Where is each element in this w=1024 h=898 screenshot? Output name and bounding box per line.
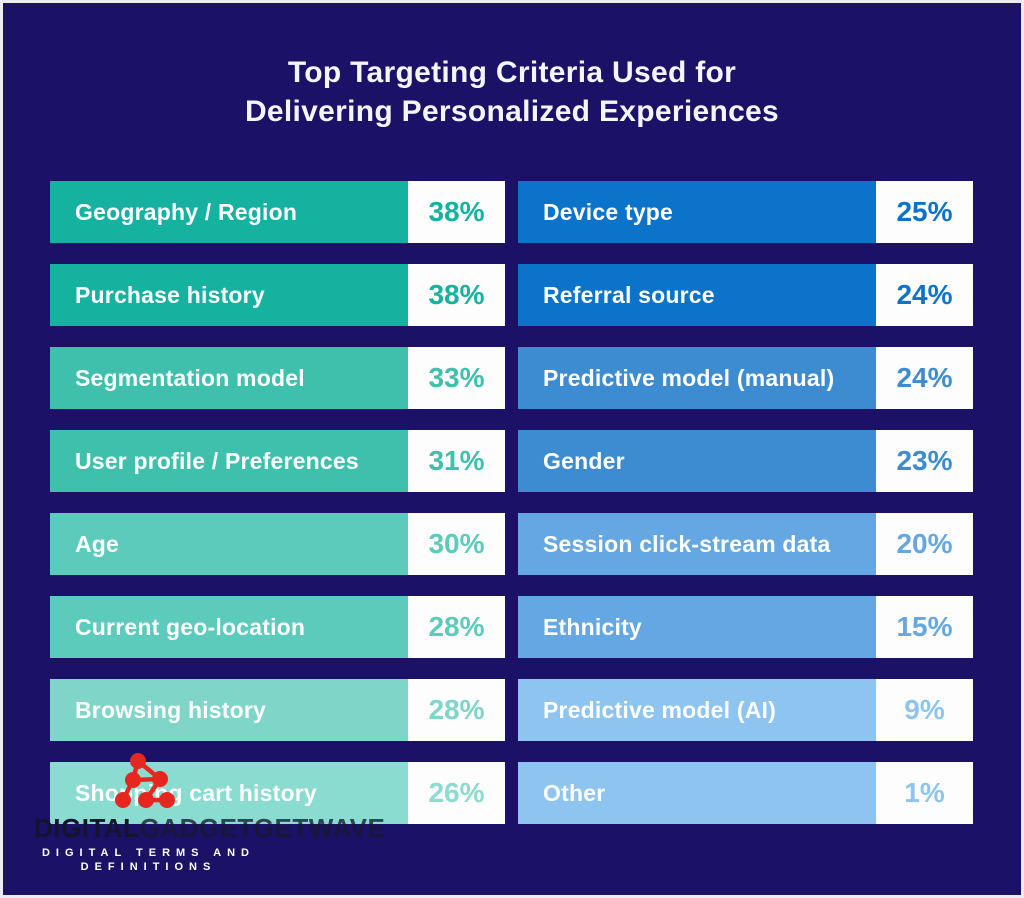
bar-row: Predictive model (manual) 24% bbox=[518, 347, 973, 409]
bar-value-box: 38% bbox=[408, 264, 505, 326]
bar-label: Segmentation model bbox=[75, 364, 305, 391]
bar-fill: Predictive model (manual) bbox=[518, 347, 876, 409]
bar-row: Device type 25% bbox=[518, 181, 973, 243]
bar-value-box: 30% bbox=[408, 513, 505, 575]
bar-label: Device type bbox=[543, 198, 674, 225]
bar-row: Shopping cart history 26% bbox=[50, 762, 505, 824]
bar-row: Age 30% bbox=[50, 513, 505, 575]
bar-value-box: 33% bbox=[408, 347, 505, 409]
bar-value: 15% bbox=[896, 611, 953, 642]
bar-value: 24% bbox=[896, 279, 953, 310]
bar-row: Gender 23% bbox=[518, 430, 973, 492]
bar-value-box: 28% bbox=[408, 679, 505, 741]
bar-row: Geography / Region 38% bbox=[50, 181, 505, 243]
bar-value-box: 9% bbox=[876, 679, 973, 741]
bar-value: 20% bbox=[896, 528, 953, 559]
bar-value: 38% bbox=[428, 196, 485, 227]
bar-label: Purchase history bbox=[75, 281, 265, 308]
bar-value-box: 38% bbox=[408, 181, 505, 243]
bar-fill: Referral source bbox=[518, 264, 876, 326]
watermark-brand-rest: GADGETGETWAVE bbox=[139, 813, 386, 843]
bar-value-box: 31% bbox=[408, 430, 505, 492]
bar-value: 28% bbox=[428, 694, 485, 725]
bar-fill: Age bbox=[50, 513, 408, 575]
bar-fill: Segmentation model bbox=[50, 347, 408, 409]
watermark-tagline-line2: DEFINITIONS bbox=[80, 861, 217, 873]
bar-value-box: 20% bbox=[876, 513, 973, 575]
bar-value: 33% bbox=[428, 362, 485, 393]
chart-title-line1: Top Targeting Criteria Used for bbox=[287, 56, 737, 89]
bar-label: Referral source bbox=[543, 281, 715, 308]
bar-value: 24% bbox=[896, 362, 953, 393]
bar-value: 26% bbox=[428, 777, 485, 808]
bar-value-box: 23% bbox=[876, 430, 973, 492]
bar-label: Other bbox=[543, 779, 606, 806]
bar-row: Session click-stream data 20% bbox=[518, 513, 973, 575]
bar-value: 38% bbox=[428, 279, 485, 310]
bar-label: Predictive model (manual) bbox=[543, 364, 835, 391]
bar-fill: Purchase history bbox=[50, 264, 408, 326]
bar-value-box: 1% bbox=[876, 762, 973, 824]
bar-fill: User profile / Preferences bbox=[50, 430, 408, 492]
watermark-brand-bold: DIGITAL bbox=[34, 813, 140, 843]
bar-value: 9% bbox=[904, 694, 945, 725]
bar-fill: Gender bbox=[518, 430, 876, 492]
bar-label: User profile / Preferences bbox=[75, 447, 359, 474]
bar-row: Segmentation model 33% bbox=[50, 347, 505, 409]
bar-row: Ethnicity 15% bbox=[518, 596, 973, 658]
bar-value: 25% bbox=[896, 196, 953, 227]
bar-fill: Predictive model (AI) bbox=[518, 679, 876, 741]
bar-row: Referral source 24% bbox=[518, 264, 973, 326]
bar-row: Other 1% bbox=[518, 762, 973, 824]
bar-row: Current geo-location 28% bbox=[50, 596, 505, 658]
bar-value: 28% bbox=[428, 611, 485, 642]
bar-value: 30% bbox=[428, 528, 485, 559]
bar-label: Browsing history bbox=[75, 696, 267, 723]
bar-fill: Other bbox=[518, 762, 876, 824]
bar-value-box: 15% bbox=[876, 596, 973, 658]
bar-row: Predictive model (AI) 9% bbox=[518, 679, 973, 741]
bar-fill: Session click-stream data bbox=[518, 513, 876, 575]
bar-label: Current geo-location bbox=[75, 613, 306, 640]
chart-title: Top Targeting Criteria Used for Deliveri… bbox=[3, 53, 1021, 131]
bar-fill: Ethnicity bbox=[518, 596, 876, 658]
bar-value: 31% bbox=[428, 445, 485, 476]
bar-fill: Current geo-location bbox=[50, 596, 408, 658]
bar-row: User profile / Preferences 31% bbox=[50, 430, 505, 492]
bar-column-right: Device type 25% Referral source 24% Pred… bbox=[518, 181, 973, 845]
watermark-brand: DIGITALGADGETGETWAVE bbox=[34, 813, 385, 844]
watermark-tagline: DIGITAL TERMS AND DEFINITIONS bbox=[36, 846, 261, 874]
bar-value: 1% bbox=[904, 777, 945, 808]
bar-label: Gender bbox=[543, 447, 625, 474]
bar-fill: Geography / Region bbox=[50, 181, 408, 243]
bar-column-left: Geography / Region 38% Purchase history … bbox=[50, 181, 505, 845]
bar-row: Browsing history 28% bbox=[50, 679, 505, 741]
bar-value-box: 25% bbox=[876, 181, 973, 243]
bar-value-box: 28% bbox=[408, 596, 505, 658]
bar-label: Session click-stream data bbox=[543, 530, 831, 557]
bar-value-box: 24% bbox=[876, 264, 973, 326]
bar-fill: Browsing history bbox=[50, 679, 408, 741]
bar-label: Geography / Region bbox=[75, 198, 298, 225]
bar-value: 23% bbox=[896, 445, 953, 476]
bar-label: Ethnicity bbox=[543, 613, 642, 640]
bar-fill: Shopping cart history bbox=[50, 762, 408, 824]
bar-value-box: 24% bbox=[876, 347, 973, 409]
bar-label: Predictive model (AI) bbox=[543, 696, 776, 723]
chart-title-line2: Delivering Personalized Experiences bbox=[244, 95, 780, 128]
bar-row: Purchase history 38% bbox=[50, 264, 505, 326]
bar-value-box: 26% bbox=[408, 762, 505, 824]
bar-label: Age bbox=[75, 530, 120, 557]
molecule-network-icon bbox=[111, 749, 175, 809]
bar-fill: Device type bbox=[518, 181, 876, 243]
watermark-tagline-line1: DIGITAL TERMS AND bbox=[41, 847, 255, 859]
